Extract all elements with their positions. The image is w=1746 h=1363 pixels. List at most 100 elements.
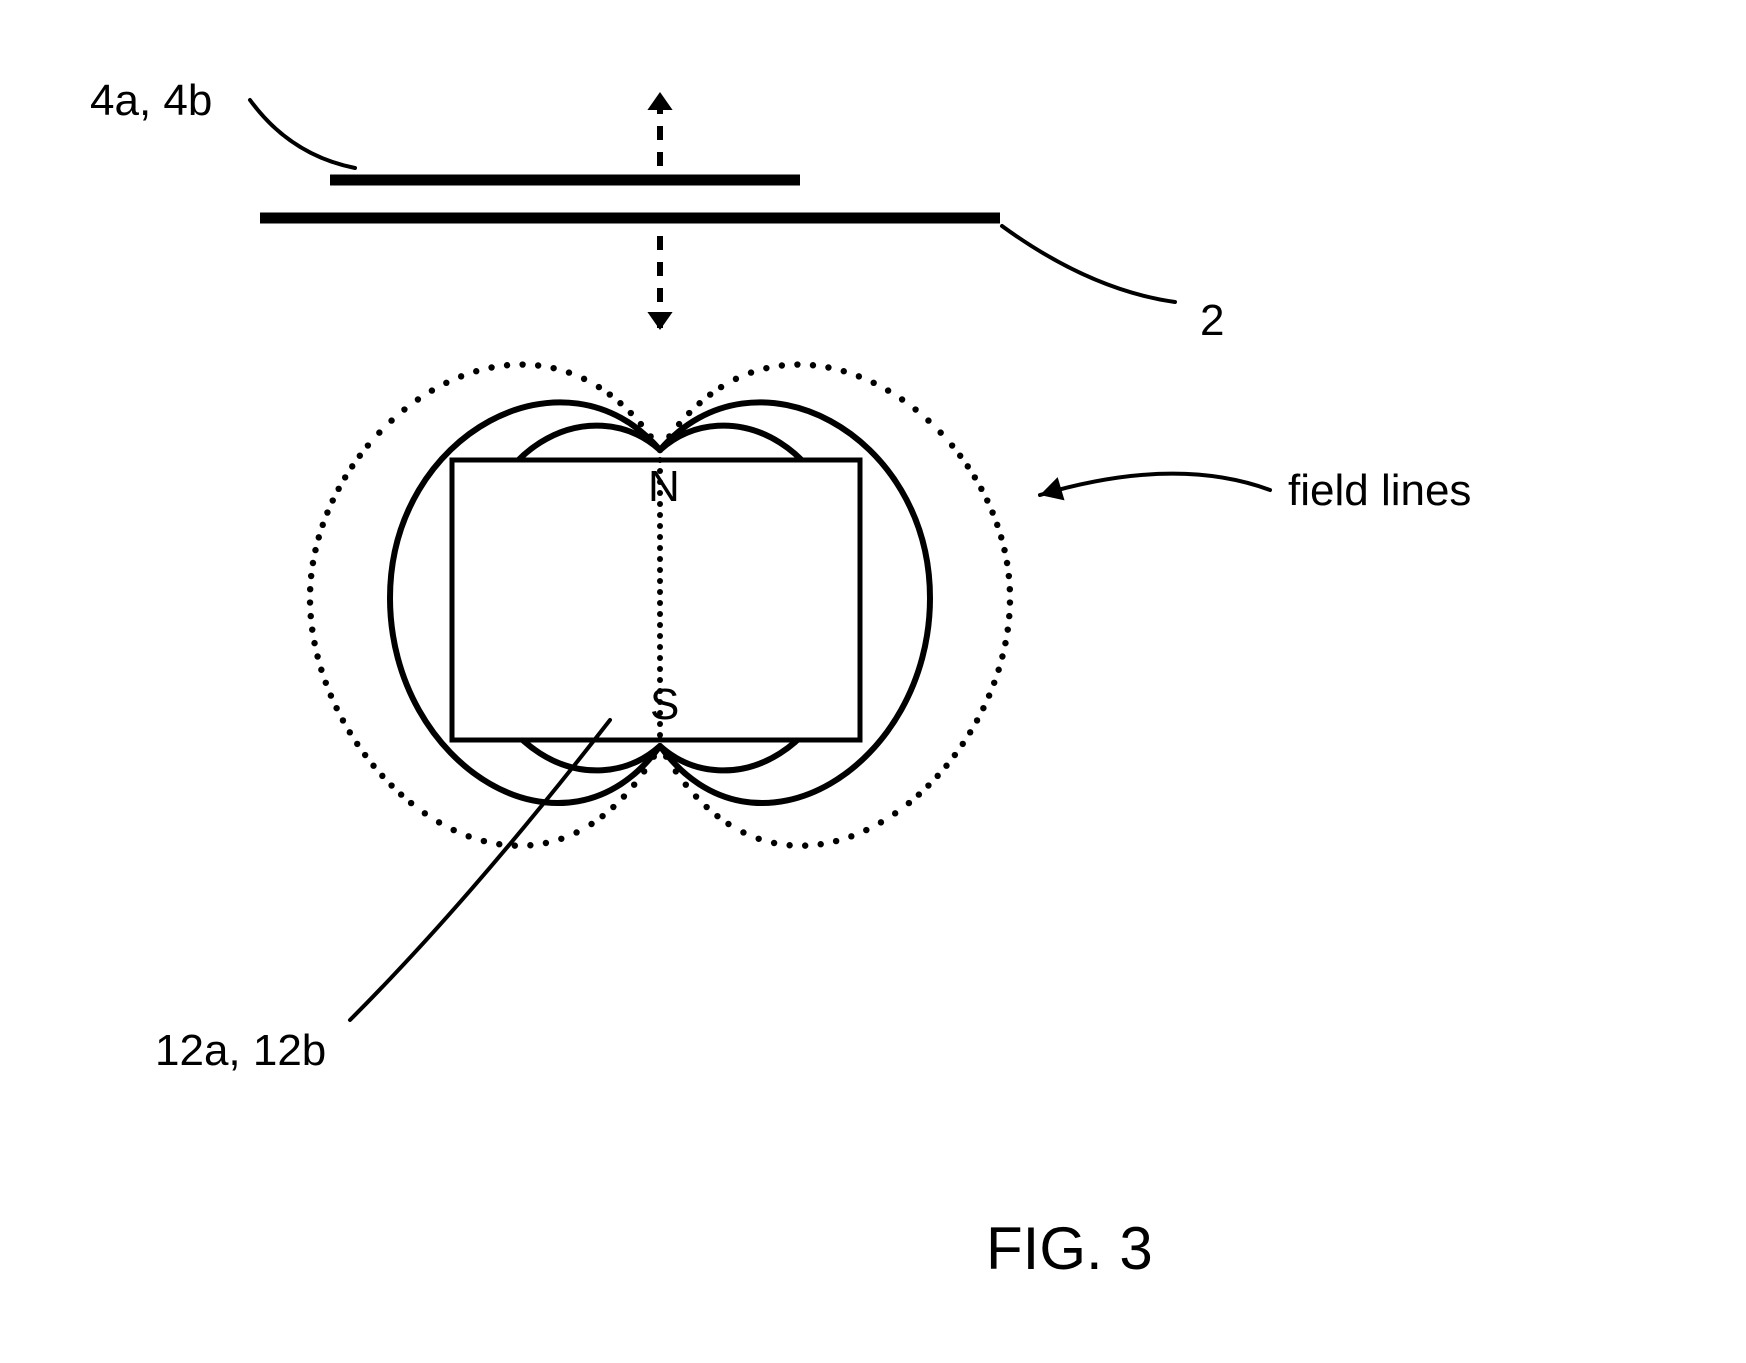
north-pole-label: N (648, 462, 680, 512)
field-line-dotted (841, 368, 847, 374)
field-line-dotted (999, 653, 1005, 659)
field-line-dotted (621, 793, 627, 799)
field-line-dotted (863, 827, 869, 833)
field-line-dotted (647, 433, 653, 439)
field-line-dotted (333, 705, 339, 711)
leader-field-lines-arrowhead (1040, 477, 1065, 500)
magnet-axis-dot (657, 523, 663, 529)
field-line-dotted (1007, 599, 1013, 605)
field-line-dotted (763, 365, 769, 371)
field-line-dotted (550, 365, 556, 371)
field-line-dotted (825, 364, 831, 370)
field-line-dotted (450, 827, 456, 833)
field-line-dotted (324, 509, 330, 515)
leader-2 (1002, 226, 1175, 302)
magnet-axis-dot (657, 545, 663, 551)
field-line-dotted (657, 447, 663, 453)
arrow-down-head (647, 312, 672, 330)
field-line-dotted (755, 836, 761, 842)
field-line-dotted (916, 791, 922, 797)
field-line-dotted (330, 497, 336, 503)
field-line-dotted (309, 626, 315, 632)
field-line-dotted (596, 384, 602, 390)
field-line-dotted (651, 753, 657, 759)
field-line-dotted (408, 800, 414, 806)
label-field-lines: field lines (1288, 466, 1471, 516)
field-line-dotted (465, 833, 471, 839)
field-line-dotted (543, 840, 549, 846)
field-line-dotted (1006, 573, 1012, 579)
field-line-dotted (707, 391, 713, 397)
field-line-dotted (998, 534, 1004, 540)
field-line-dotted (899, 396, 905, 402)
field-line-dotted (398, 791, 404, 797)
field-line-dotted (443, 380, 449, 386)
magnet-axis-dot (657, 655, 663, 661)
arrow-up-head (647, 92, 672, 110)
field-line-dotted (566, 369, 572, 375)
magnet-axis-dot (657, 732, 663, 738)
south-pole-label: S (650, 680, 679, 730)
magnet-axis-dot (657, 622, 663, 628)
field-line-dotted (673, 768, 679, 774)
field-line-dotted (307, 599, 313, 605)
field-line-dotted (934, 773, 940, 779)
field-line-dotted (310, 560, 316, 566)
field-line-dotted (519, 361, 525, 367)
diagram-canvas (0, 0, 1746, 1363)
field-line-dotted (401, 406, 407, 412)
field-line-dotted (994, 522, 1000, 528)
field-line-dotted (972, 474, 978, 480)
field-line-dotted (848, 833, 854, 839)
field-line-dotted (952, 752, 958, 758)
field-line-dotted (912, 406, 918, 412)
field-line-dotted (965, 463, 971, 469)
field-line-dotted (833, 838, 839, 844)
field-line-dotted (312, 547, 318, 553)
field-line-dotted (631, 781, 637, 787)
field-line-dotted (995, 667, 1001, 673)
field-line-dotted (617, 400, 623, 406)
magnet-axis-dot (657, 556, 663, 562)
field-line-dotted (714, 813, 720, 819)
field-line-dotted (535, 362, 541, 368)
field-line-dotted (436, 819, 442, 825)
field-line-dotted (628, 410, 634, 416)
field-line-dotted (527, 842, 533, 848)
field-line-dotted (335, 486, 341, 492)
field-line-dotted (504, 362, 510, 368)
figure-caption: FIG. 3 (986, 1214, 1153, 1283)
field-line-dotted (686, 410, 692, 416)
field-line-dotted (573, 829, 579, 835)
field-line-dotted (429, 387, 435, 393)
magnet-axis-dot (657, 567, 663, 573)
field-line-dotted (376, 429, 382, 435)
field-line-dotted (388, 782, 394, 788)
field-line-dotted (610, 804, 616, 810)
field-line-dotted (311, 640, 317, 646)
field-line-dotted (974, 717, 980, 723)
field-line-dotted (308, 573, 314, 579)
field-line-dotted (488, 364, 494, 370)
field-line-dotted (810, 362, 816, 368)
field-line-dotted (415, 396, 421, 402)
field-line-dotted (786, 842, 792, 848)
field-line-dotted (991, 680, 997, 686)
label-2: 2 (1200, 296, 1224, 346)
field-line-dotted (323, 680, 329, 686)
field-line-dotted (458, 373, 464, 379)
field-line-dotted (794, 361, 800, 367)
field-line-dotted (748, 369, 754, 375)
field-line-dotted (925, 417, 931, 423)
field-line-dotted (925, 782, 931, 788)
field-line-dotted (354, 741, 360, 747)
field-line-dotted (316, 534, 322, 540)
field-line-dotted (980, 705, 986, 711)
field-line-dotted (663, 753, 669, 759)
field-line-dotted (1001, 547, 1007, 553)
field-line-dotted (558, 836, 564, 842)
field-line-dotted (347, 729, 353, 735)
field-line-dotted (740, 829, 746, 835)
field-line-dotted (641, 768, 647, 774)
field-line-dotted (989, 509, 995, 515)
